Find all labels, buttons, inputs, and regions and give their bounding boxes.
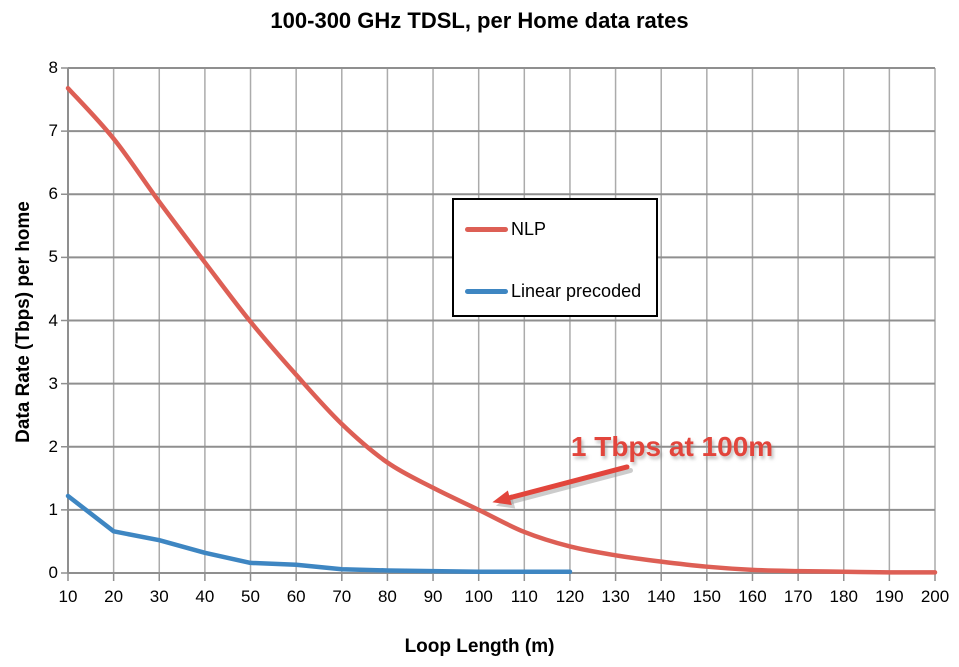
linear-precoded-line-swatch xyxy=(465,289,508,294)
x-axis-title: Loop Length (m) xyxy=(404,636,555,657)
annotation-arrow xyxy=(503,464,630,502)
annotation-arrow-shadow xyxy=(506,467,633,505)
x-tick-label-70: 70 xyxy=(332,587,352,606)
linear-precoded-series-line xyxy=(65,493,573,574)
y-tick-label-6: 6 xyxy=(48,184,58,204)
legend-item-linear-precoded: Linear precoded xyxy=(465,281,641,302)
x-tick-label-180: 180 xyxy=(829,587,858,606)
x-tick-label-170: 170 xyxy=(783,587,813,606)
y-tick-label-8: 8 xyxy=(48,58,58,77)
legend-item-nlp: NLP xyxy=(465,219,546,240)
nlp-series-line xyxy=(65,85,938,575)
x-tick-label-30: 30 xyxy=(149,587,169,606)
chart-title: 100-300 GHz TDSL, per Home data rates xyxy=(270,8,689,33)
x-tick-label-140: 140 xyxy=(647,587,676,606)
x-tick-label-40: 40 xyxy=(195,587,215,606)
y-tick-label-5: 5 xyxy=(48,247,58,267)
y-tick-label-3: 3 xyxy=(48,373,58,393)
annotation-arrow-head xyxy=(492,490,512,505)
x-tick-label-110: 110 xyxy=(510,587,538,606)
x-tick-label-200: 200 xyxy=(920,587,950,606)
annotation-text: 1 Tbps at 100m xyxy=(570,430,774,462)
x-tick-label-100: 100 xyxy=(464,587,493,606)
x-tick-label-50: 50 xyxy=(241,587,260,606)
nlp-line-swatch xyxy=(465,227,508,232)
x-tick-label-130: 130 xyxy=(601,587,630,606)
x-tick-label-10: 10 xyxy=(58,587,78,606)
y-tick-label-7: 7 xyxy=(48,121,58,141)
y-tick-label-0: 0 xyxy=(48,563,58,582)
x-tick-label-80: 80 xyxy=(377,587,397,606)
y-tick-label-1: 1 xyxy=(48,499,58,519)
y-tick-label-2: 2 xyxy=(48,436,58,456)
x-tick-label-160: 160 xyxy=(738,587,767,606)
x-tick-label-190: 190 xyxy=(875,587,904,606)
legend-label-linear-precoded: Linear precoded xyxy=(511,281,642,301)
legend: NLP Linear precoded xyxy=(452,198,658,317)
legend-label-nlp: NLP xyxy=(511,219,547,239)
x-tick-label-60: 60 xyxy=(286,587,306,606)
y-tick-label-4: 4 xyxy=(48,310,58,330)
x-tick-label-120: 120 xyxy=(555,587,585,606)
x-tick-label-90: 90 xyxy=(423,587,443,606)
x-tick-label-20: 20 xyxy=(104,587,124,606)
x-tick-label-150: 150 xyxy=(692,587,722,606)
y-axis-title: Data Rate (Tbps) per home xyxy=(13,201,34,443)
